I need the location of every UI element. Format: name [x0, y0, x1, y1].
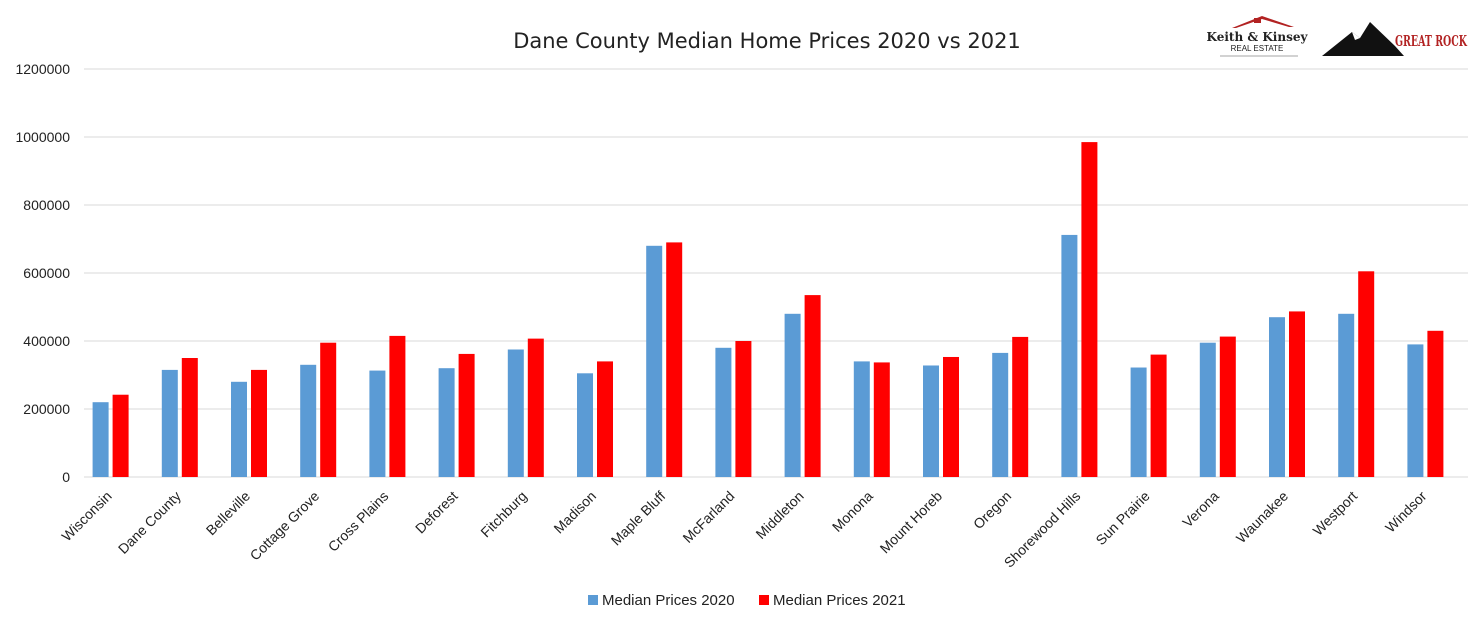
legend-label: Median Prices 2020	[602, 592, 735, 609]
bar-2021-belleville	[251, 369, 267, 477]
x-tick-label: Waunakee	[1233, 488, 1291, 546]
bar-2021-maple-bluff	[666, 242, 683, 477]
bar-2021-shorewood-hills	[1081, 142, 1098, 477]
bar-2021-verona	[1219, 336, 1236, 477]
x-tick-label: Monona	[829, 488, 876, 535]
keith-kinsey-logo-subtext: REAL ESTATE	[1231, 44, 1284, 53]
y-tick-label: 200000	[23, 401, 70, 417]
x-tick-label: Fitchburg	[477, 488, 530, 541]
y-tick-label: 400000	[23, 333, 70, 349]
bar-2020-wisconsin	[92, 402, 109, 477]
y-axis: 0 200000 400000 600000 800000 1000000 1200000	[15, 61, 70, 485]
bar-2021-oregon	[1012, 336, 1029, 477]
great-rock-logo: GREAT ROCK	[1322, 22, 1468, 56]
bar-2021-cottage-grove	[320, 342, 337, 477]
keith-kinsey-logo-text: Keith & Kinsey	[1207, 30, 1309, 44]
bar-2021-westport	[1358, 271, 1375, 477]
x-tick-label: Oregon	[970, 488, 1014, 532]
gridlines	[84, 68, 1468, 478]
bar-2020-madison	[577, 373, 593, 477]
bar-2020-westport	[1338, 313, 1355, 477]
bar-2021-fitchburg	[527, 338, 544, 477]
y-tick-label: 0	[62, 469, 70, 485]
x-tick-label: Dane County	[115, 488, 184, 557]
bar-2020-mount-horeb	[923, 365, 939, 477]
legend-label: Median Prices 2021	[773, 592, 906, 609]
bar-2020-maple-bluff	[646, 245, 663, 477]
bar-2021-dane-county	[181, 358, 198, 477]
x-tick-label: Deforest	[412, 488, 461, 537]
bar-2021-monona	[873, 362, 890, 477]
legend-swatch	[588, 595, 598, 605]
legend-swatch	[759, 595, 769, 605]
x-tick-label: Belleville	[203, 488, 254, 539]
great-rock-logo-text: GREAT ROCK	[1395, 32, 1468, 50]
chart-title: Dane County Median Home Prices 2020 vs 2…	[513, 29, 1021, 53]
bar-2021-mcfarland	[735, 341, 752, 477]
bar-2020-belleville	[231, 381, 247, 477]
legend: Median Prices 2020 Median Prices 2021	[588, 592, 906, 609]
bar-2020-cottage-grove	[300, 364, 317, 477]
bar-2021-mount-horeb	[943, 356, 959, 477]
x-tick-label: Cross Plains	[325, 488, 392, 555]
x-tick-label: Maple Bluff	[608, 488, 669, 549]
x-tick-label: Verona	[1179, 488, 1222, 531]
y-tick-label: 600000	[23, 265, 70, 281]
x-tick-label: Westport	[1310, 488, 1361, 539]
x-tick-label: Sun Prairie	[1092, 488, 1152, 548]
bar-2020-cross-plains	[369, 370, 386, 477]
x-tick-label: Wisconsin	[58, 488, 114, 544]
y-tick-label: 1000000	[15, 129, 70, 145]
bar-2021-middleton	[804, 295, 821, 477]
bar-2020-shorewood-hills	[1061, 234, 1078, 477]
bar-2020-fitchburg	[507, 349, 524, 477]
y-tick-label: 800000	[23, 197, 70, 213]
keith-kinsey-logo: Keith & Kinsey REAL ESTATE	[1207, 16, 1309, 57]
bar-2020-verona	[1199, 342, 1216, 477]
x-tick-label: McFarland	[679, 488, 737, 546]
bar-2021-sun-prairie	[1150, 354, 1167, 477]
bar-2020-monona	[853, 361, 870, 477]
bar-2020-mcfarland	[715, 347, 732, 477]
bar-2020-middleton	[784, 313, 801, 477]
x-tick-label: Madison	[550, 488, 599, 537]
bar-2020-dane-county	[161, 369, 178, 477]
bar-2020-oregon	[992, 352, 1009, 477]
x-tick-label: Middleton	[752, 488, 806, 542]
x-tick-label: Mount Horeb	[877, 488, 946, 557]
bars	[92, 142, 1444, 477]
y-tick-label: 1200000	[15, 61, 70, 77]
bar-2021-deforest	[458, 353, 475, 477]
bar-2021-madison	[597, 361, 613, 477]
bar-2021-windsor	[1427, 330, 1444, 477]
bar-2020-waunakee	[1269, 317, 1285, 477]
x-tick-label: Windsor	[1382, 488, 1430, 536]
bar-2021-cross-plains	[389, 335, 406, 477]
x-tick-label: Cottage Grove	[247, 488, 323, 564]
bar-2021-waunakee	[1289, 311, 1305, 477]
bar-2020-deforest	[438, 368, 455, 477]
bar-2021-wisconsin	[112, 394, 129, 477]
bar-2020-windsor	[1407, 344, 1424, 477]
bar-2020-sun-prairie	[1130, 367, 1147, 477]
